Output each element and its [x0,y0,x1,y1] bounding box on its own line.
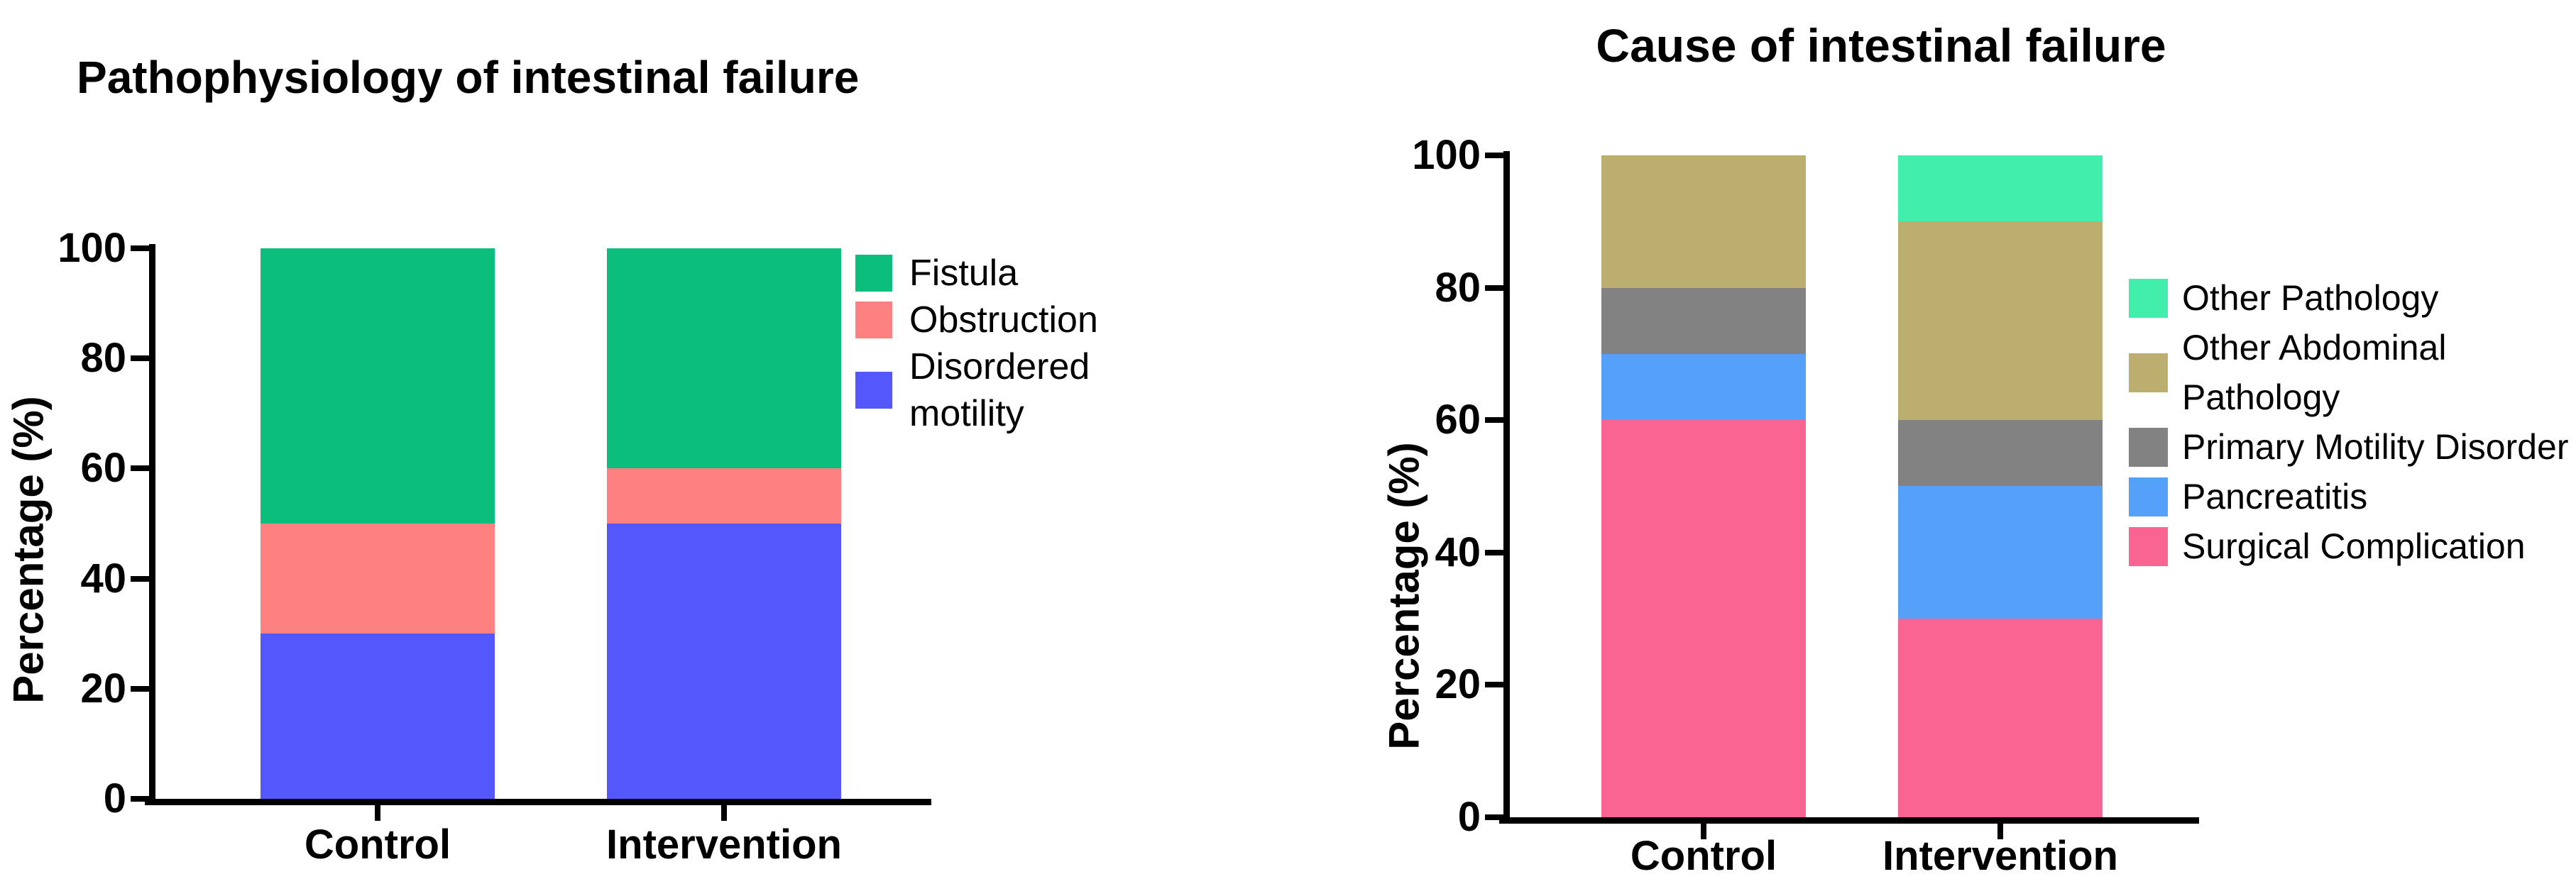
x-axis-line [145,799,931,805]
y-tick-label: 100 [57,225,126,271]
legend-item-disordered-motility: Disordered motility [855,343,1098,437]
x-category-label: Intervention [1882,833,2118,879]
y-axis-title: Percentage (%) [4,396,53,704]
bar-segment-disordered-motility [261,634,495,799]
bar-intervention [607,248,841,799]
legend-item-primary-motility-disorder: Primary Motility Disorder [2129,422,2569,472]
y-tick-mark [131,796,149,802]
bar-intervention [1898,155,2103,817]
y-tick-mark [131,465,149,472]
y-tick-label: 100 [1412,132,1481,178]
legend-box: Other Pathology Other Abdominal Pathology… [2129,273,2569,571]
legend-swatch [2129,477,2168,516]
y-tick-mark [131,685,149,692]
legend-item-other-pathology: Other Pathology [2129,273,2569,323]
y-tick-mark [1485,284,1503,291]
bar-segment-other-abdominal-pathology [1898,221,2103,421]
y-tick-mark [1485,417,1503,424]
chart-title: Pathophysiology of intestinal failure [77,52,860,103]
x-category-label: Control [1630,833,1777,879]
bar-segment-other-pathology [1898,155,2103,222]
y-tick-label: 60 [1435,397,1481,443]
legend-swatch [855,372,892,409]
y-tick-label: 80 [1435,264,1481,311]
bar-segment-fistula [607,248,841,469]
bar-segment-primary-motility-disorder [1601,287,1806,354]
bar-control [261,248,495,799]
legend-label: Surgical Complication [2182,526,2526,566]
bar-segment-disordered-motility [607,523,841,799]
legend-swatch [855,255,892,292]
y-axis-line [1503,151,1510,824]
legend-swatch [2129,353,2168,392]
legend-label: Fistula [909,253,1019,294]
y-tick-mark [131,245,149,251]
y-tick-label: 40 [1435,529,1481,575]
bar-segment-obstruction [261,524,495,634]
legend-box: Fistula Obstruction Disordered motility [855,250,1098,437]
legend-item-surgical-complication: Surgical Complication [2129,521,2569,571]
bar-segment-pancreatitis [1898,486,2103,619]
y-tick-mark [1485,153,1503,158]
legend-swatch [2129,278,2168,318]
y-tick-label: 0 [1457,794,1481,840]
legend-item-obstruction: Obstruction [855,297,1098,343]
x-category-label: Intervention [606,822,842,868]
y-tick-mark [1485,549,1503,555]
bar-segment-primary-motility-disorder [1898,420,2103,487]
legend-label: Primary Motility Disorder [2182,427,2569,467]
legend-swatch [2129,427,2168,467]
legend-swatch [855,302,892,338]
y-tick-label: 80 [80,335,126,382]
legend-label: Other Pathology [2182,278,2439,318]
x-axis-line [1499,817,2199,824]
x-tick-mark [1997,824,2003,839]
bar-segment-obstruction [607,468,841,524]
x-tick-mark [375,805,380,821]
legend-label: Disordered motility [909,346,1090,434]
bar-segment-pancreatitis [1601,353,1806,421]
y-tick-label: 0 [103,775,126,822]
y-tick-mark [131,355,149,362]
bar-segment-fistula [261,248,495,524]
legend-swatch [2129,526,2168,566]
bar-segment-other-abdominal-pathology [1601,155,1806,288]
y-tick-mark [1485,682,1503,688]
y-tick-label: 20 [80,665,126,712]
y-tick-label: 60 [80,445,126,492]
y-tick-mark [131,575,149,582]
y-tick-mark [1485,814,1503,820]
y-axis-line [149,244,155,805]
x-tick-mark [721,805,727,821]
chart-title: Cause of intestinal failure [1596,19,2166,72]
y-tick-label: 20 [1435,661,1481,708]
bar-control [1601,155,1806,817]
x-tick-mark [1701,824,1706,839]
legend-label: Other Abdominal Pathology [2182,328,2447,417]
bar-segment-surgical-complication [1898,619,2103,817]
legend-label: Pancreatitis [2182,477,2368,516]
y-tick-label: 40 [80,555,126,602]
x-category-label: Control [304,822,451,868]
legend-item-fistula: Fistula [855,250,1098,297]
bar-segment-surgical-complication [1601,420,1806,817]
legend-item-pancreatitis: Pancreatitis [2129,472,2569,521]
legend-label: Obstruction [909,299,1098,341]
legend-item-other-abdominal-pathology: Other Abdominal Pathology [2129,323,2569,422]
